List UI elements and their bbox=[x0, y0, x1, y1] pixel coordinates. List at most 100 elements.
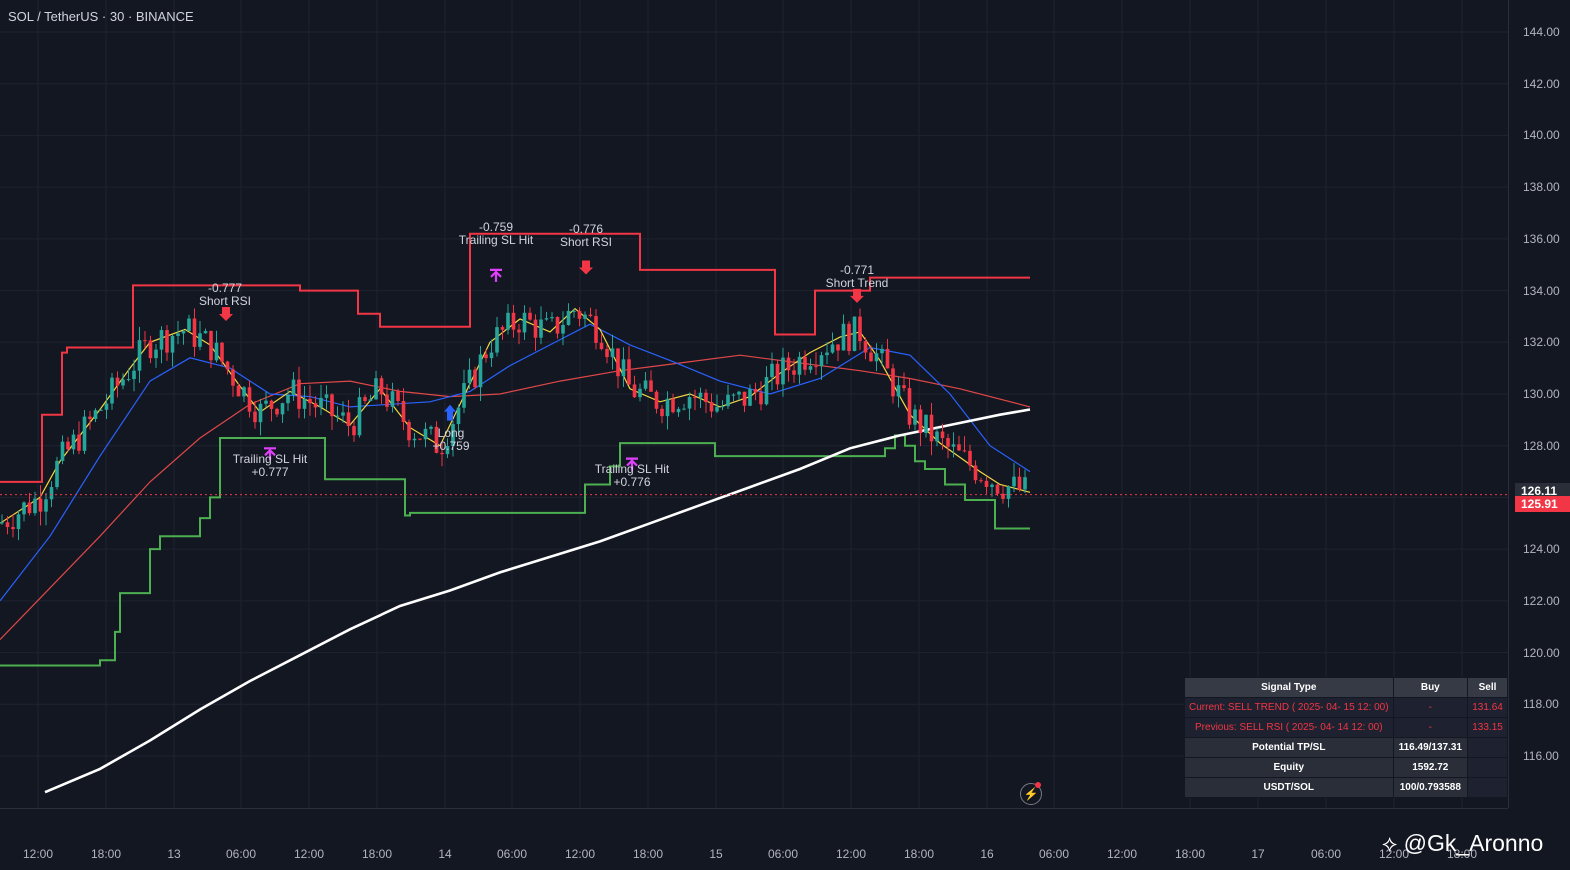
annotation-line: -0.777 bbox=[207, 281, 243, 295]
price-axis[interactable]: 144.00 142.00 140.00 138.00 136.00 134.00 132.… bbox=[1508, 0, 1570, 808]
previous-signal-buy: - bbox=[1392, 717, 1469, 738]
price-axis-label: 142.00 bbox=[1523, 76, 1560, 91]
candle-body bbox=[495, 327, 499, 353]
annotation-line: Short Trend bbox=[825, 276, 889, 290]
price-axis-label: 118.00 bbox=[1523, 697, 1559, 712]
candle-body bbox=[1023, 477, 1027, 490]
table-row-equity: Equity 1592.72 bbox=[1184, 757, 1508, 778]
candle-body bbox=[957, 444, 961, 451]
signal-annotation-short-trend-1: -0.771 Short Trend bbox=[826, 264, 889, 290]
candle-body bbox=[110, 377, 114, 404]
candle-body bbox=[319, 397, 323, 408]
exit-signal-marker bbox=[264, 447, 276, 461]
symbol-title[interactable]: SOL / TetherUS · 30 · BINANCE bbox=[8, 9, 194, 24]
candle-body bbox=[924, 414, 928, 434]
candle-body bbox=[286, 394, 290, 404]
candle-body bbox=[181, 330, 186, 334]
candle-body bbox=[786, 357, 791, 371]
signal-annotation-short-rsi-2: -0.776 Short RSI bbox=[560, 223, 612, 249]
equity-value: 1592.72 bbox=[1392, 757, 1469, 778]
annotation-line: +0.777 bbox=[251, 465, 289, 479]
candle-body bbox=[643, 380, 648, 389]
candle-body bbox=[720, 406, 725, 408]
candle-body bbox=[935, 431, 939, 442]
candle-body bbox=[962, 450, 967, 452]
candle-body bbox=[748, 389, 752, 406]
annotation-line: Short RSI bbox=[198, 294, 252, 308]
candle-body bbox=[742, 391, 747, 406]
candle-body bbox=[775, 363, 780, 385]
annotation-line: Long bbox=[437, 426, 465, 440]
signal-table: Signal Type Buy Sell Current: SELL TREND… bbox=[1184, 677, 1508, 798]
candle-body bbox=[891, 368, 895, 397]
candle-body bbox=[231, 369, 235, 386]
candle-body bbox=[693, 397, 697, 399]
candle-body bbox=[621, 359, 626, 377]
candle-body bbox=[803, 356, 807, 370]
candle-body bbox=[682, 408, 686, 410]
time-axis-label: 12:00 bbox=[564, 847, 596, 861]
candle-body bbox=[577, 310, 582, 319]
sma-long-line bbox=[44, 408, 1031, 794]
candle-body bbox=[264, 400, 268, 404]
candle-body bbox=[539, 319, 543, 338]
candle-body bbox=[423, 428, 428, 440]
time-axis[interactable]: 12:00 18:00 13 06:00 12:00 18:00 14 06:00 12:00 1… bbox=[0, 808, 1508, 870]
short-signal-arrow bbox=[219, 307, 233, 322]
candle-body bbox=[44, 499, 48, 512]
candle-body bbox=[478, 354, 483, 388]
candle-body bbox=[687, 397, 692, 409]
current-signal-sell: 131.64 bbox=[1467, 697, 1508, 718]
candle-body bbox=[764, 377, 769, 405]
candle-body bbox=[907, 388, 912, 425]
annotation-line: +0.759 bbox=[432, 439, 470, 453]
usdt-sol-label: USDT/SOL bbox=[1184, 777, 1394, 798]
candle-body bbox=[847, 323, 851, 351]
time-axis-label: 12:00 bbox=[293, 847, 325, 861]
table-row-current: Current: SELL TREND ( 2025- 04- 15 12: 0… bbox=[1184, 697, 1508, 718]
candle-body bbox=[594, 316, 598, 343]
time-axis-label: 06:00 bbox=[1310, 847, 1342, 861]
time-axis-label: 18:00 bbox=[632, 847, 664, 861]
candle-body bbox=[418, 438, 422, 440]
time-axis-label: 12:00 bbox=[1106, 847, 1138, 861]
candle-body bbox=[352, 426, 356, 436]
flash-icon[interactable]: ⚡ bbox=[1020, 782, 1042, 805]
candle-body bbox=[143, 340, 147, 342]
candle-body bbox=[297, 379, 301, 409]
candle-body bbox=[770, 363, 774, 378]
tp-sl-label: Potential TP/SL bbox=[1184, 737, 1394, 758]
candle-body bbox=[440, 452, 444, 455]
candle-body bbox=[313, 403, 318, 408]
candle-body bbox=[968, 450, 972, 466]
candle-body bbox=[913, 409, 917, 425]
candle-body bbox=[451, 424, 455, 447]
candle-body bbox=[566, 310, 571, 325]
time-axis-label: 12:00 bbox=[22, 847, 54, 861]
candle-body bbox=[671, 398, 675, 413]
candle-body bbox=[49, 487, 54, 500]
candle-body bbox=[973, 465, 978, 481]
short-signal-arrow bbox=[579, 260, 593, 275]
candle-body bbox=[951, 444, 956, 447]
candle-body bbox=[555, 317, 560, 334]
candle-body bbox=[511, 312, 516, 330]
candle-body bbox=[583, 314, 587, 319]
candle-body bbox=[660, 408, 664, 417]
candle-body bbox=[159, 330, 164, 350]
candle-body bbox=[858, 316, 862, 342]
time-axis-label: 18:00 bbox=[903, 847, 935, 861]
candle-body bbox=[258, 403, 263, 423]
candle-body bbox=[517, 329, 521, 333]
table-header-buy: Buy bbox=[1392, 677, 1469, 698]
candle-body bbox=[627, 359, 631, 385]
candle-body bbox=[599, 342, 604, 350]
exit-signal-marker bbox=[626, 457, 638, 471]
usdt-sol-value: 100/0.793588 bbox=[1392, 777, 1469, 798]
candle-body bbox=[781, 357, 785, 385]
ema-mid-line bbox=[0, 323, 1031, 602]
chart-area[interactable]: SOL / TetherUS · 30 · BINANCE -0.777 Shor… bbox=[0, 0, 1508, 808]
candle-body bbox=[0, 522, 4, 524]
usdt-sol-blank bbox=[1467, 777, 1508, 798]
candle-body bbox=[649, 380, 653, 392]
